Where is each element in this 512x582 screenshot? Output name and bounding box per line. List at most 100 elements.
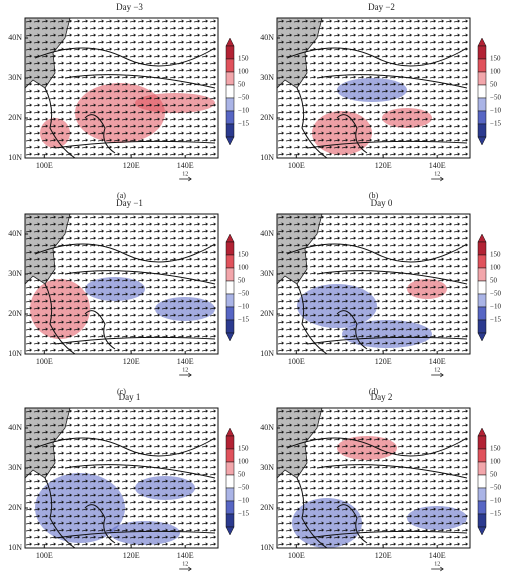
colorbar-label: −15 bbox=[238, 120, 249, 128]
map-frame bbox=[276, 17, 471, 159]
colorbar-label: −50 bbox=[490, 290, 501, 298]
colorbar-label: 150 bbox=[490, 445, 501, 453]
colorbar-bottom bbox=[477, 136, 487, 146]
colorbar-segment bbox=[477, 97, 487, 112]
colorbar-top bbox=[225, 233, 235, 243]
y-tick-label: 10N bbox=[260, 153, 274, 162]
reference-vector-label: 12 bbox=[182, 367, 188, 373]
colorbar-label: −50 bbox=[490, 484, 501, 492]
y-tick-label: 20N bbox=[260, 309, 274, 318]
colorbar-segment bbox=[477, 123, 487, 138]
x-tick-label: 120E bbox=[123, 161, 140, 170]
colorbar-label: 100 bbox=[490, 458, 501, 466]
colorbar-label: 150 bbox=[490, 251, 501, 259]
colorbar-label: 50 bbox=[490, 277, 498, 285]
colorbar-label: −15 bbox=[490, 316, 501, 324]
colorbar-label: 100 bbox=[238, 68, 249, 76]
y-tick-label: 30N bbox=[260, 73, 274, 82]
wind-vectors bbox=[277, 18, 470, 158]
panel-label: (c) bbox=[117, 387, 126, 396]
map bbox=[277, 408, 470, 548]
colorbar-top bbox=[225, 427, 235, 437]
map-frame bbox=[24, 213, 219, 355]
colorbar-top bbox=[477, 37, 487, 47]
colorbar-label: 50 bbox=[238, 277, 246, 285]
map-frame bbox=[276, 407, 471, 549]
y-tick-label: 40N bbox=[8, 423, 22, 432]
panel-title: Day −2 bbox=[368, 2, 395, 12]
panel-title: Day −3 bbox=[116, 2, 143, 12]
map bbox=[25, 408, 218, 548]
colorbar-segment bbox=[225, 241, 235, 256]
colorbar-bottom bbox=[477, 526, 487, 536]
colorbar-label: −10 bbox=[490, 107, 501, 115]
x-tick-label: 120E bbox=[375, 357, 392, 366]
y-tick-label: 20N bbox=[8, 309, 22, 318]
wind-vectors bbox=[25, 408, 218, 548]
colorbar-label: 150 bbox=[490, 55, 501, 63]
y-tick-label: 30N bbox=[260, 269, 274, 278]
colorbar-label: −50 bbox=[238, 290, 249, 298]
panel-title: Day −1 bbox=[116, 198, 143, 208]
colorbar-segment bbox=[225, 58, 235, 73]
x-tick-label: 120E bbox=[375, 551, 392, 560]
reference-vector bbox=[431, 372, 444, 378]
colorbar-label: 50 bbox=[490, 81, 498, 89]
map-frame bbox=[276, 213, 471, 355]
reference-vector bbox=[431, 176, 444, 182]
x-tick-label: 100E bbox=[288, 357, 305, 366]
panel-label: (b) bbox=[369, 191, 379, 200]
x-tick-label: 100E bbox=[288, 551, 305, 560]
colorbar-segment bbox=[225, 306, 235, 321]
map-frame bbox=[24, 17, 219, 159]
reference-vector bbox=[179, 566, 192, 572]
colorbar-label: 50 bbox=[238, 81, 246, 89]
colorbar-segment bbox=[225, 513, 235, 528]
colorbar-segment bbox=[225, 293, 235, 308]
x-tick-label: 100E bbox=[36, 551, 53, 560]
colorbar-bottom bbox=[477, 332, 487, 342]
x-tick-label: 140E bbox=[177, 357, 194, 366]
panel-label: (a) bbox=[117, 191, 126, 200]
colorbar-segment bbox=[477, 461, 487, 476]
y-tick-label: 30N bbox=[260, 463, 274, 472]
reference-vector-label: 12 bbox=[434, 171, 440, 177]
colorbar-label: −10 bbox=[490, 497, 501, 505]
y-tick-label: 40N bbox=[260, 229, 274, 238]
map bbox=[277, 18, 470, 158]
colorbar-label: 100 bbox=[490, 264, 501, 272]
y-tick-label: 10N bbox=[8, 153, 22, 162]
panel-title: Day 0 bbox=[371, 198, 393, 208]
x-tick-label: 100E bbox=[36, 357, 53, 366]
colorbar-label: 100 bbox=[238, 458, 249, 466]
colorbar-segment bbox=[225, 123, 235, 138]
colorbar-label: 150 bbox=[238, 55, 249, 63]
y-tick-label: 40N bbox=[8, 229, 22, 238]
colorbar-label: −10 bbox=[238, 107, 249, 115]
colorbar-label: 100 bbox=[238, 264, 249, 272]
colorbar-segment bbox=[477, 45, 487, 60]
colorbar-segment bbox=[477, 435, 487, 450]
colorbar-segment bbox=[477, 487, 487, 502]
x-tick-label: 120E bbox=[375, 161, 392, 170]
reference-vector bbox=[179, 372, 192, 378]
colorbar-segment bbox=[225, 448, 235, 463]
colorbar-segment bbox=[477, 267, 487, 282]
y-tick-label: 30N bbox=[8, 269, 22, 278]
colorbar-segment bbox=[225, 254, 235, 269]
y-tick-label: 40N bbox=[260, 33, 274, 42]
colorbar-segment bbox=[477, 84, 487, 99]
colorbar-label: −15 bbox=[238, 316, 249, 324]
y-tick-label: 10N bbox=[8, 349, 22, 358]
colorbar-segment bbox=[477, 110, 487, 125]
x-tick-label: 140E bbox=[429, 357, 446, 366]
colorbar-segment bbox=[225, 461, 235, 476]
x-tick-label: 140E bbox=[177, 161, 194, 170]
y-tick-label: 10N bbox=[260, 543, 274, 552]
colorbar-top bbox=[477, 233, 487, 243]
panel-title: Day 2 bbox=[371, 392, 393, 402]
